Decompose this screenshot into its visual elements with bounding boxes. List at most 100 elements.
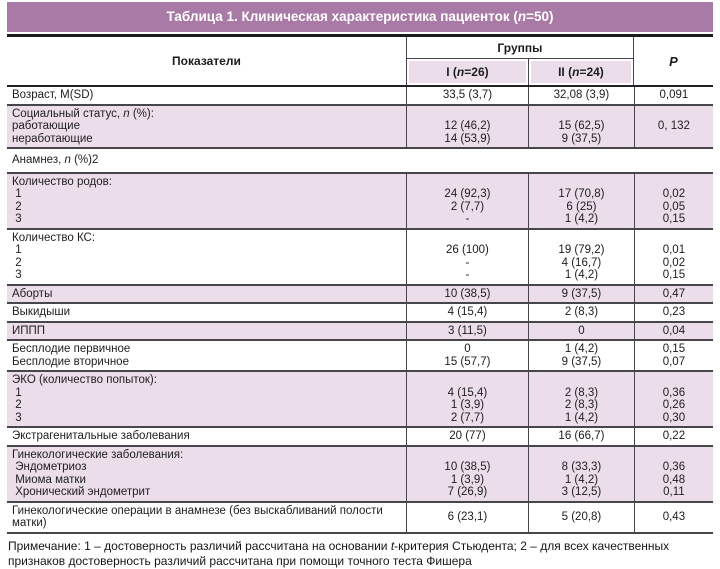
cell-line: - bbox=[465, 213, 470, 225]
cell-line: 0,02 bbox=[662, 188, 686, 200]
cell-line: 15 (62,5) bbox=[558, 120, 605, 132]
cell-line: 17 (70,8) bbox=[558, 188, 605, 200]
p-value-cell: 0,04 bbox=[633, 322, 713, 339]
group2-value-cell: 2 (8,3) 2 (8,3) 1 (4,2) bbox=[528, 372, 634, 426]
column-header-groups-block: Группы I (n =26) II (n =24) bbox=[405, 37, 634, 85]
cell-line: 14 (53,9) bbox=[444, 132, 491, 145]
cell-line bbox=[672, 374, 675, 387]
column-header-p: P bbox=[669, 53, 678, 69]
cell-line: 0,15 bbox=[662, 213, 686, 225]
group2-value-cell: 32,08 (3,9) bbox=[528, 87, 634, 104]
cell-line bbox=[672, 449, 675, 462]
cell-line: Количество КС: bbox=[12, 231, 96, 244]
group2-label: II (n =24) bbox=[531, 61, 631, 83]
cell-line: Возраст, M(SD) bbox=[12, 89, 94, 101]
group-subheaders: I (n =26) II (n =24) bbox=[407, 59, 633, 85]
indicator-cell: Гинекологические заболевания: Эндометрио… bbox=[7, 447, 406, 501]
cell-line: Экстрагенитальные заболевания bbox=[12, 430, 190, 442]
cell-line: Бесплодие вторичное bbox=[12, 355, 129, 368]
group1-value-cell: 24 (92,3) 2 (7,7) - bbox=[405, 173, 528, 228]
table-row: Бесплодие первичное Бесплодие вторичное 0 1… bbox=[7, 341, 713, 372]
p-value-cell: 0,23 bbox=[633, 304, 713, 321]
cell-line: 0,11 bbox=[663, 486, 685, 498]
indicator-cell: Социальный статус, n (%): работающие нераб… bbox=[7, 106, 406, 148]
column-header-groups: Группы bbox=[406, 37, 633, 59]
cell-line bbox=[466, 108, 469, 121]
p-value-cell: 0,15 0,07 bbox=[633, 341, 713, 370]
cell-line: 0,26 bbox=[662, 399, 686, 411]
cell-line: 0,15 bbox=[662, 269, 686, 281]
group1-value-cell: 6 (23,1) bbox=[405, 502, 528, 532]
cell-line: 4 (16,7) bbox=[561, 256, 602, 269]
cell-line: 1 (3,9) bbox=[450, 399, 485, 411]
cell-line: 1 (4,2) bbox=[564, 473, 599, 486]
cell-line: 0, 132 bbox=[657, 120, 690, 132]
cell-line bbox=[580, 108, 583, 121]
table-row: Возраст, M(SD) 33,5 (3,7) 32,08 (3,9) 0,091 bbox=[7, 87, 713, 106]
cell-line: 26 (100) bbox=[446, 244, 489, 256]
group2-value-cell: 2 (8,3) bbox=[528, 304, 634, 321]
table-row: Экстрагенитальные заболевания 20 (77) 16 (… bbox=[7, 428, 713, 447]
group2-value-cell: 17 (70,8) 6 (25) 1 (4,2) bbox=[528, 173, 634, 228]
cell-line: Бесплодие первичное bbox=[12, 343, 131, 355]
cell-line: 8 (33,3) bbox=[561, 461, 602, 473]
cell-line bbox=[580, 176, 583, 189]
group1-value-cell: 4 (15,4) bbox=[405, 304, 528, 321]
cell-line: Аборты bbox=[12, 287, 53, 300]
cell-line: 10 (38,5) bbox=[444, 461, 491, 473]
cell-line bbox=[466, 176, 469, 189]
indicator-cell: Количество КС: 1 2 3 bbox=[7, 230, 406, 284]
group2-value-cell: 16 (66,7) bbox=[528, 428, 634, 445]
cell-line: 0,22 bbox=[662, 430, 686, 442]
cell-line: 0,02 bbox=[662, 256, 686, 269]
indicator-cell: Гинекологические операции в анамнезе (бе… bbox=[7, 503, 406, 532]
cell-line: 0,01 bbox=[662, 244, 686, 256]
cell-line: 1 bbox=[12, 244, 22, 256]
cell-line bbox=[580, 449, 583, 462]
group2-value-cell: 1 (4,2) 9 (37,5) bbox=[528, 341, 634, 370]
group1-value-cell: 12 (46,2) 14 (53,9) bbox=[405, 105, 528, 147]
cell-line: - bbox=[465, 269, 470, 281]
group2-value-cell: 15 (62,5) 9 (37,5) bbox=[528, 105, 634, 147]
cell-line: Миома матки bbox=[12, 473, 86, 486]
cell-line: Гинекологические заболевания: bbox=[12, 448, 184, 461]
cell-line: 9 (37,5) bbox=[561, 287, 602, 300]
section-label: Анамнез, n (%)2 bbox=[7, 149, 713, 172]
group2-value-cell: 5 (20,8) bbox=[528, 502, 634, 532]
cell-line bbox=[672, 232, 675, 245]
cell-line: 0,43 bbox=[662, 510, 686, 523]
cell-line: 0,091 bbox=[659, 89, 689, 101]
cell-line: ЭКО (количество попыток): bbox=[12, 374, 157, 386]
cell-line: 32,08 (3,9) bbox=[553, 89, 610, 101]
cell-line: 0,23 bbox=[662, 306, 686, 318]
cell-line bbox=[466, 449, 469, 462]
cell-line bbox=[466, 232, 469, 245]
cell-line: Количество родов: bbox=[12, 175, 112, 188]
cell-line: 1 (4,2) bbox=[564, 269, 599, 281]
cell-line: 6 (25) bbox=[566, 200, 597, 213]
indicator-cell: Бесплодие первичное Бесплодие вторичное bbox=[7, 341, 406, 370]
indicator-cell: ИППП bbox=[7, 323, 406, 340]
cell-line: 0 bbox=[464, 343, 471, 355]
cell-line: 1 bbox=[12, 188, 22, 200]
p-value-cell: 0,36 0,48 0,11 bbox=[633, 446, 713, 501]
table-title: Таблица 1. Клиническая характеристика па… bbox=[7, 2, 713, 32]
p-value-cell: 0, 132 bbox=[633, 105, 713, 147]
cell-line: 4 (15,4) bbox=[447, 306, 488, 318]
cell-line: 2 (7,7) bbox=[450, 200, 485, 213]
cell-line bbox=[672, 176, 675, 189]
cell-line: 12 (46,2) bbox=[444, 120, 491, 132]
group1-value-cell: 10 (38,5) bbox=[405, 285, 528, 302]
table-header: Показатели Группы I (n =26) II (n =24) P bbox=[7, 37, 713, 87]
table-row: ЭКО (количество попыток): 1 2 3 4 (15,4)… bbox=[7, 372, 713, 428]
group1-label: I (n =26) bbox=[408, 61, 527, 83]
table-row: Социальный статус, n (%): работающие нераб… bbox=[7, 105, 713, 149]
indicator-cell: Аборты bbox=[7, 286, 406, 303]
group1-value-cell: 20 (77) bbox=[405, 428, 528, 445]
cell-line: 2 (8,3) bbox=[564, 386, 599, 399]
p-value-cell: 0,47 bbox=[633, 285, 713, 302]
table-body: Возраст, M(SD) 33,5 (3,7) 32,08 (3,9) 0,091… bbox=[7, 87, 713, 534]
p-value-cell: 0,091 bbox=[633, 87, 713, 104]
group2-value-cell: 19 (79,2) 4 (16,7) 1 (4,2) bbox=[528, 229, 634, 284]
